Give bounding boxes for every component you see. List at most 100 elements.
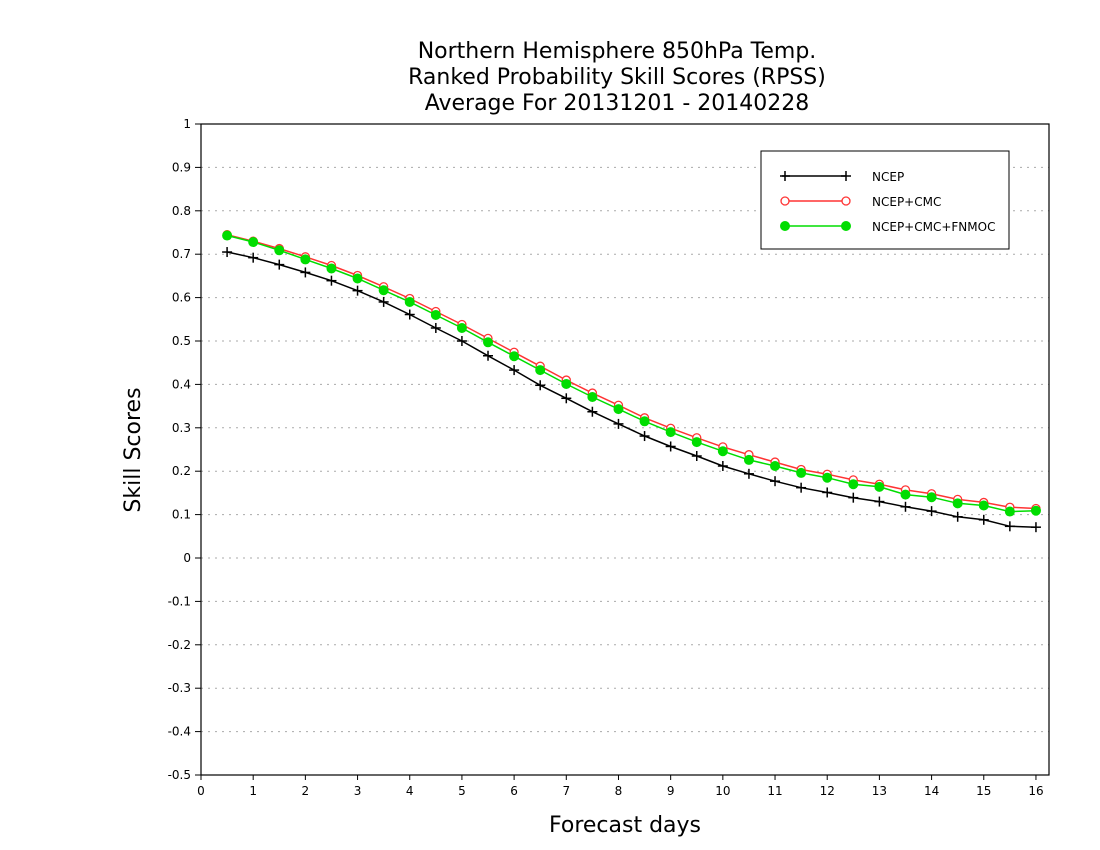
- legend-entry-ncep-cmc-fnmoc: NCEP+CMC+FNMOC: [780, 220, 995, 234]
- data-point: [613, 418, 624, 429]
- data-point: [978, 514, 989, 525]
- data-point: [300, 254, 311, 265]
- data-point: [535, 380, 546, 391]
- gridlines: [201, 166, 1049, 733]
- data-point: [248, 252, 259, 263]
- data-point: [770, 476, 781, 487]
- data-point: [483, 337, 494, 348]
- data-point: [248, 237, 259, 248]
- data-point: [1004, 521, 1015, 532]
- y-tick-label: 0: [183, 551, 191, 565]
- data-point: [509, 351, 520, 362]
- legend-entry-ncep: NCEP: [780, 170, 904, 184]
- data-point: [404, 296, 415, 307]
- data-point: [780, 221, 790, 231]
- x-tick-label: 0: [197, 784, 205, 798]
- series-ncep-cmc-fnmoc: [222, 230, 1041, 517]
- legend-swatch-markers: [780, 221, 851, 231]
- chart-title-line-3: Average For 20131201 - 20140228: [425, 91, 810, 116]
- legend-label: NCEP+CMC+FNMOC: [872, 220, 995, 234]
- data-point: [483, 350, 494, 361]
- y-tick-label: 0.3: [172, 421, 191, 435]
- x-tick-label: 14: [924, 784, 939, 798]
- x-tick-label: 6: [510, 784, 518, 798]
- data-point: [430, 322, 441, 333]
- y-tick-label: -0.2: [168, 638, 191, 652]
- x-tick-label: 13: [872, 784, 887, 798]
- x-tick-label: 8: [615, 784, 623, 798]
- legend-swatch-markers: [780, 196, 851, 206]
- x-tick-label: 16: [1028, 784, 1043, 798]
- data-point: [780, 171, 790, 181]
- x-tick-label: 11: [767, 784, 782, 798]
- data-point: [222, 230, 233, 241]
- y-tick-label: 0.8: [172, 204, 191, 218]
- data-point: [691, 437, 702, 448]
- data-point: [841, 221, 851, 231]
- x-tick-label: 4: [406, 784, 414, 798]
- x-axis-title: Forecast days: [549, 813, 701, 838]
- data-point: [900, 489, 911, 500]
- y-tick-label: 0.5: [172, 334, 191, 348]
- data-point: [352, 285, 363, 296]
- data-point: [222, 247, 233, 258]
- data-point: [743, 454, 754, 465]
- chart-title-line-2: Ranked Probability Skill Scores (RPSS): [408, 65, 826, 90]
- data-point: [300, 267, 311, 278]
- y-tick-label: -0.4: [168, 725, 191, 739]
- y-tick-label: 0.7: [172, 247, 191, 261]
- data-point: [822, 472, 833, 483]
- data-point: [561, 378, 572, 389]
- legend-label: NCEP: [872, 170, 904, 184]
- y-tick-label: 0.2: [172, 464, 191, 478]
- data-point: [378, 296, 389, 307]
- x-tick-label: 7: [562, 784, 570, 798]
- x-tick-label: 5: [458, 784, 466, 798]
- series-layer: [222, 230, 1041, 533]
- x-tick-label: 9: [667, 784, 675, 798]
- data-point: [796, 482, 807, 493]
- y-tick-label: 1: [183, 117, 191, 131]
- y-tick-label: 0.4: [172, 377, 191, 391]
- data-point: [717, 460, 728, 471]
- data-point: [952, 511, 963, 522]
- data-point: [430, 309, 441, 320]
- axis-ticks: 1 0.9 0.8 0.7 0.6 0.5 0.4 0.3 0.2 0.1 0 -0.1 -0.2 -0.…: [168, 117, 1044, 798]
- y-axis-title: Skill Scores: [121, 387, 146, 512]
- data-point: [378, 285, 389, 296]
- data-point: [587, 391, 598, 402]
- data-point: [770, 460, 781, 471]
- data-point: [561, 393, 572, 404]
- plot-frame: [200, 123, 1050, 776]
- data-point: [796, 467, 807, 478]
- data-point: [841, 196, 851, 206]
- data-point: [952, 498, 963, 509]
- legend-label: NCEP+CMC: [872, 195, 941, 209]
- data-point: [841, 171, 851, 181]
- data-point: [587, 406, 598, 417]
- x-tick-label: 3: [354, 784, 362, 798]
- data-point: [900, 501, 911, 512]
- data-point: [456, 336, 467, 346]
- data-point: [1030, 505, 1041, 516]
- data-point: [1030, 522, 1041, 533]
- legend-box: [760, 150, 1010, 250]
- x-tick-label: 10: [715, 784, 730, 798]
- data-point: [874, 496, 885, 507]
- data-point: [404, 309, 415, 320]
- data-point: [535, 365, 546, 376]
- legend-entry-ncep-cmc: NCEP+CMC: [780, 195, 941, 209]
- data-point: [780, 196, 790, 206]
- data-point: [639, 431, 650, 442]
- data-point: [613, 404, 624, 415]
- data-point: [326, 263, 337, 274]
- series-ncep: [222, 247, 1041, 533]
- y-tick-label: 0.1: [172, 508, 191, 522]
- data-point: [665, 427, 676, 438]
- series-ncep-cmc: [222, 230, 1041, 514]
- data-point: [274, 245, 285, 256]
- data-point: [639, 416, 650, 427]
- x-tick-label: 2: [302, 784, 310, 798]
- data-point: [456, 322, 467, 333]
